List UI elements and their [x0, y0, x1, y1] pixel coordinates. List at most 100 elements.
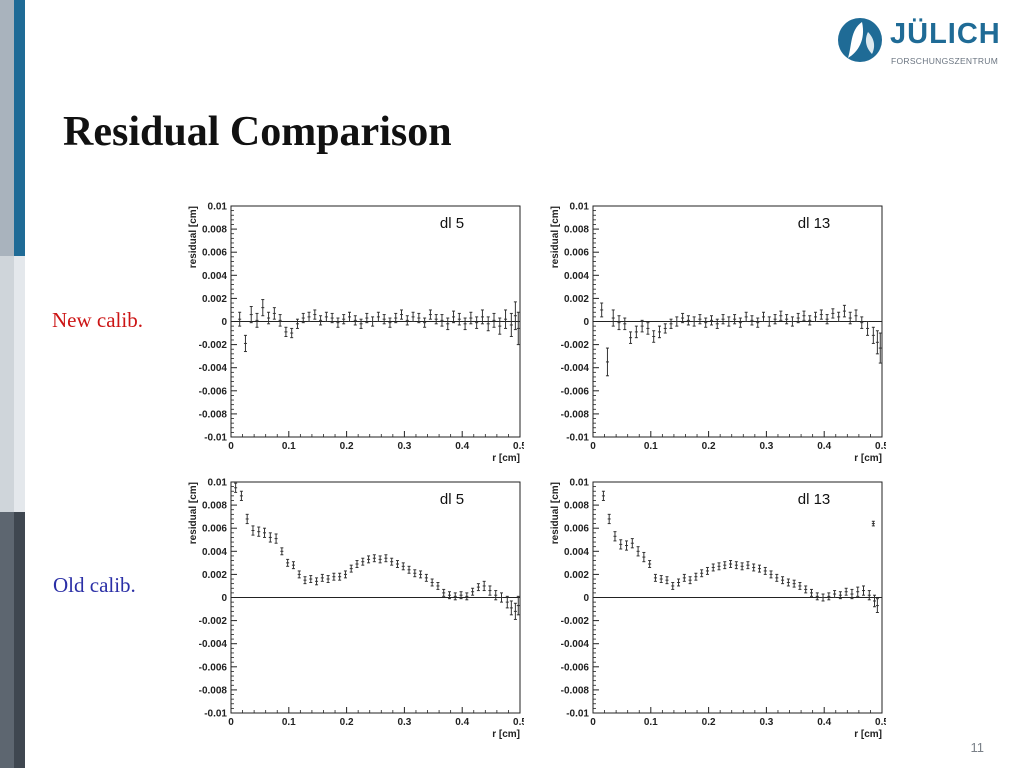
panel-label: dl 5	[440, 491, 464, 508]
data-point	[856, 586, 860, 597]
y-tick-label: 0.01	[570, 478, 590, 489]
data-point	[295, 318, 299, 329]
y-tick-label: -0.006	[561, 662, 590, 673]
y-tick-label: -0.008	[561, 685, 590, 696]
data-point	[509, 600, 513, 616]
x-tick-label: 0.1	[282, 717, 296, 728]
y-tick-label: 0.008	[202, 225, 227, 236]
x-tick-label: 0.1	[644, 441, 658, 452]
data-point	[463, 317, 467, 331]
data-point	[601, 490, 605, 501]
data-point	[808, 315, 812, 326]
data-point	[848, 311, 852, 325]
data-point	[786, 578, 790, 587]
data-point	[729, 560, 733, 568]
data-point	[330, 312, 334, 324]
data-point	[428, 309, 432, 320]
x-tick-label: 0	[590, 717, 596, 728]
data-point	[423, 317, 427, 328]
data-point	[394, 312, 398, 324]
data-point	[860, 316, 864, 329]
data-point	[513, 301, 517, 331]
data-point	[430, 578, 434, 587]
data-point	[407, 565, 411, 574]
data-point	[332, 572, 336, 581]
y-tick-label: 0.01	[570, 202, 590, 213]
y-tick-label: 0.004	[202, 271, 227, 282]
y-tick-label: 0.004	[564, 271, 589, 282]
data-point	[605, 347, 609, 377]
data-point	[440, 314, 444, 327]
data-point	[516, 311, 520, 346]
x-tick-label: 0.5	[875, 717, 886, 728]
data-point	[821, 593, 825, 602]
data-point	[773, 314, 777, 325]
y-tick-label: 0.004	[564, 547, 589, 558]
logo-wordmark: JÜLICH	[890, 18, 1001, 50]
data-point	[796, 312, 800, 324]
data-point	[471, 587, 475, 596]
data-point	[871, 326, 875, 344]
y-tick-label: 0.002	[564, 570, 589, 581]
y-tick-label: -0.004	[199, 363, 228, 374]
y-tick-label: 0.01	[208, 478, 228, 489]
y-axis-title: residual [cm]	[188, 206, 199, 268]
x-tick-label: 0	[590, 441, 596, 452]
juelich-logo-icon	[838, 18, 882, 62]
data-point	[239, 490, 243, 501]
data-point	[447, 591, 451, 600]
data-point	[505, 595, 509, 609]
slide-title: Residual Comparison	[63, 109, 452, 155]
panel-label: dl 13	[798, 215, 831, 232]
x-tick-label: 0.5	[513, 441, 524, 452]
residual-plot-old-dl13: 0.01 0.008 0.006 0.004 0.002 0 -0.002 -0.004 -0.…	[550, 478, 886, 741]
data-point	[384, 554, 388, 563]
x-tick-label: 0.1	[644, 717, 658, 728]
data-point	[349, 564, 353, 573]
panel-label: dl 5	[440, 215, 464, 232]
data-point	[814, 311, 818, 322]
data-point	[871, 520, 875, 527]
data-point	[395, 560, 399, 568]
data-point	[850, 588, 854, 600]
y-tick-label: -0.002	[561, 340, 590, 351]
data-point	[779, 310, 783, 321]
data-point	[320, 573, 324, 582]
y-tick-label: -0.002	[561, 616, 590, 627]
data-point	[611, 309, 615, 327]
y-tick-label: 0.008	[202, 501, 227, 512]
y-tick-label: -0.004	[199, 639, 228, 650]
data-point	[494, 590, 498, 601]
y-tick-label: -0.006	[199, 386, 228, 397]
residual-plot-old-dl5: 0.01 0.008 0.006 0.004 0.002 0 -0.002 -0.004 -0.…	[188, 478, 524, 741]
data-point	[516, 595, 520, 616]
data-point	[290, 327, 294, 339]
data-point	[367, 555, 371, 564]
data-point	[486, 316, 490, 332]
data-point	[280, 547, 284, 556]
y-tick-label: -0.002	[199, 340, 228, 351]
data-point	[284, 326, 288, 338]
y-tick-label: -0.008	[561, 409, 590, 420]
left-stripe-top	[0, 0, 14, 256]
data-point	[286, 558, 290, 567]
y-tick-label: -0.01	[204, 709, 227, 720]
data-point	[465, 592, 469, 601]
data-point	[867, 590, 871, 601]
data-point	[838, 591, 842, 600]
x-axis-title: r [cm]	[854, 729, 882, 740]
data-point	[767, 316, 771, 327]
data-point	[827, 592, 831, 601]
data-point	[809, 588, 813, 597]
y-tick-label: -0.01	[566, 433, 589, 444]
data-point	[648, 560, 652, 568]
data-point	[734, 561, 738, 570]
data-point	[419, 570, 423, 579]
y-tick-label: -0.01	[566, 709, 589, 720]
data-point	[476, 583, 480, 592]
x-axis-title: r [cm]	[492, 729, 520, 740]
new-calib-label: New calib.	[52, 308, 143, 332]
x-tick-label: 0.2	[340, 717, 354, 728]
data-point	[740, 562, 744, 571]
data-point	[315, 577, 319, 586]
